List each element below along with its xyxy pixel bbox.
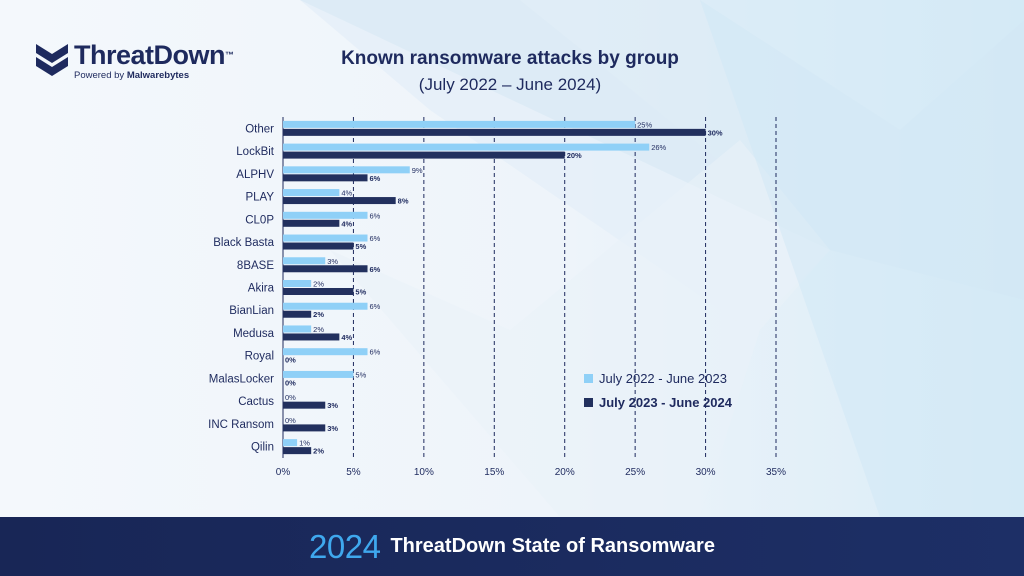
legend-item-2023-2024: July 2023 - June 2024	[584, 390, 732, 414]
brand-powered-by: Powered by Malwarebytes	[74, 70, 190, 81]
data-label: 26%	[651, 143, 666, 152]
category-label: Other	[245, 123, 274, 135]
bar-2022-2023	[283, 370, 354, 378]
background-decoration	[120, 0, 1024, 517]
data-label: 9%	[412, 166, 423, 175]
bar-2022-2023	[283, 211, 368, 219]
category-label: 8BASE	[237, 260, 274, 272]
data-label: 4%	[341, 219, 352, 228]
data-label: 25%	[637, 120, 652, 129]
malwarebytes-wordmark: Malwarebytes	[126, 70, 190, 81]
data-label: 6%	[370, 234, 381, 243]
x-tick-label: 5%	[346, 467, 361, 478]
bar-chart: 0% 5% 10% 15% 20% 25% 30% 35% Other 25% 30% LockBit…	[208, 117, 786, 478]
threatdown-logo: ThreatDown™ Powered by Malwarebytes	[36, 42, 234, 81]
bar-2022-2023	[283, 325, 312, 333]
x-tick-label: 15%	[484, 467, 504, 478]
category-label: Black Basta	[213, 237, 274, 249]
category-label: Akira	[248, 283, 275, 295]
x-tick-label: 10%	[414, 467, 434, 478]
chart-title: Known ransomware attacks by group	[341, 48, 679, 69]
data-label: 4%	[341, 333, 352, 342]
bar-2023-2024	[283, 174, 368, 182]
data-label: 1%	[299, 439, 310, 448]
bar-2023-2024	[283, 424, 326, 432]
chart-legend: July 2022 - June 2023 July 2023 - June 2…	[584, 366, 732, 414]
data-label: 3%	[327, 257, 338, 266]
bar-2022-2023	[283, 439, 298, 447]
bar-2023-2024	[283, 401, 326, 409]
legend-label: July 2022 - June 2023	[599, 370, 727, 386]
category-label: INC Ransom	[208, 419, 274, 431]
data-label: 2%	[313, 325, 324, 334]
bar-2022-2023	[283, 302, 368, 310]
data-label: 5%	[355, 370, 366, 379]
bar-2023-2024	[283, 265, 368, 273]
category-label: Royal	[245, 351, 274, 363]
data-label: 8%	[398, 197, 409, 206]
threatdown-logo-icon	[36, 44, 68, 76]
category-label: LockBit	[236, 146, 275, 158]
x-tick-label: 35%	[766, 467, 786, 478]
bar-2023-2024	[283, 333, 340, 341]
legend-swatch-dark	[584, 397, 593, 407]
data-label: 6%	[370, 174, 381, 183]
data-label: 6%	[370, 302, 381, 311]
data-label: 2%	[313, 310, 324, 319]
bar-2023-2024	[283, 288, 354, 295]
legend-label: July 2023 - June 2024	[599, 394, 732, 410]
category-label: ALPHV	[236, 169, 274, 181]
x-tick-label: 0%	[276, 467, 291, 478]
bar-2023-2024	[283, 151, 565, 159]
bar-2023-2024	[283, 242, 354, 250]
data-label: 3%	[327, 401, 338, 410]
brand-name: ThreatDown™	[74, 40, 234, 70]
data-label: 2%	[313, 447, 324, 456]
bar-2022-2023	[283, 143, 650, 151]
footer-title: ThreatDown State of Ransomware	[390, 535, 715, 557]
bar-2022-2023	[283, 120, 636, 128]
bar-2023-2024	[283, 219, 340, 227]
bar-2022-2023	[283, 348, 368, 356]
legend-item-2022-2023: July 2022 - June 2023	[584, 366, 732, 390]
data-label: 0%	[285, 416, 296, 425]
bar-2023-2024	[283, 128, 706, 136]
data-label: 4%	[341, 189, 352, 198]
legend-swatch-light	[584, 373, 593, 383]
chart-subtitle: (July 2022 – June 2024)	[418, 75, 602, 94]
category-label: Medusa	[233, 328, 275, 340]
data-label: 0%	[285, 378, 296, 387]
category-label: MalasLocker	[209, 373, 274, 385]
data-label: 0%	[285, 356, 296, 365]
data-label: 6%	[370, 348, 381, 357]
bar-2022-2023	[283, 234, 368, 242]
category-label: BianLian	[229, 305, 274, 317]
data-label: 2%	[313, 280, 324, 289]
category-label: PLAY	[245, 192, 274, 204]
bar-2022-2023	[283, 166, 410, 174]
footer-year: 2024	[309, 527, 381, 565]
category-label: Cactus	[238, 396, 274, 408]
x-tick-label: 25%	[625, 467, 645, 478]
bar-2022-2023	[283, 189, 340, 197]
x-tick-label: 30%	[696, 467, 716, 478]
category-label: Qilin	[251, 442, 274, 454]
x-tick-label: 20%	[555, 467, 575, 478]
data-label: 5%	[355, 242, 366, 251]
data-label: 20%	[567, 151, 582, 160]
footer-banner: 2024 ThreatDown State of Ransomware	[0, 517, 1024, 576]
bar-2023-2024	[283, 197, 396, 205]
bar-2022-2023	[283, 257, 326, 265]
data-label: 6%	[370, 265, 381, 274]
category-label: CL0P	[245, 214, 274, 226]
bar-2022-2023	[283, 280, 312, 287]
bar-2023-2024	[283, 447, 312, 455]
data-label: 30%	[708, 128, 723, 137]
data-label: 6%	[370, 211, 381, 220]
data-label: 3%	[327, 424, 338, 433]
data-label: 0%	[285, 393, 296, 402]
data-label: 5%	[355, 288, 366, 297]
bar-2023-2024	[283, 310, 312, 318]
